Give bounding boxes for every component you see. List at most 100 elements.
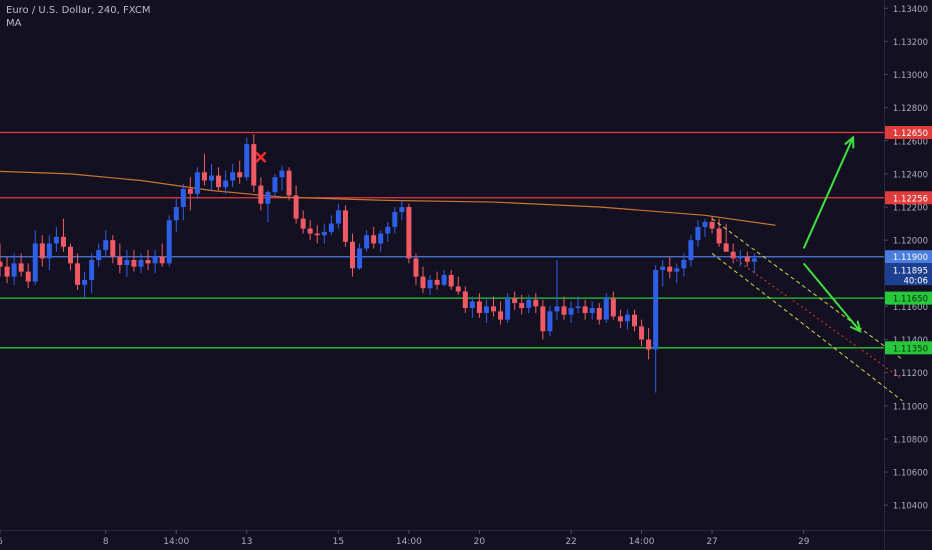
candle-body <box>702 221 708 227</box>
candle-body <box>272 177 278 193</box>
candle-body <box>187 188 193 194</box>
price-tag-current: 1.11900 <box>893 253 928 263</box>
candle-body <box>4 266 10 277</box>
moving-average-line <box>0 170 776 226</box>
candle-body <box>610 298 616 317</box>
x-tick-label: 13 <box>241 537 252 547</box>
candle-body <box>695 226 701 241</box>
x-tick-label: 14:00 <box>629 537 655 547</box>
candle-body <box>582 306 588 314</box>
y-tick-label: 1.12600 <box>893 137 928 147</box>
candle-body <box>223 180 229 188</box>
candle-body <box>244 144 250 178</box>
candle-body <box>60 236 66 247</box>
candle-body <box>413 258 419 277</box>
candle-body <box>152 256 158 264</box>
candle-body <box>547 311 553 332</box>
candle-body <box>378 233 384 244</box>
candle-body <box>39 243 45 259</box>
candle-body <box>589 308 595 314</box>
candle-body <box>124 260 130 265</box>
candle-body <box>512 298 518 304</box>
candle-body <box>342 210 348 242</box>
price-tag-support-bg <box>885 341 932 355</box>
candle-body <box>265 192 271 204</box>
candle-body <box>194 172 200 194</box>
countdown-bg <box>885 263 932 286</box>
channel-lower-line <box>711 253 903 402</box>
candle-body <box>32 243 38 282</box>
candle-body <box>737 256 743 259</box>
candle-body <box>103 240 109 251</box>
candle-body <box>519 303 525 309</box>
candle-body <box>540 306 546 332</box>
arrow-down <box>802 262 861 332</box>
candle-body <box>321 231 327 236</box>
y-tick-label: 1.12800 <box>893 104 928 114</box>
arrow-down-head <box>850 320 862 334</box>
price-tag-resistance: 1.12650 <box>893 129 928 139</box>
candle-body <box>476 301 482 314</box>
price-tag-resistance-bg <box>885 126 932 139</box>
candle-body <box>0 261 3 267</box>
candle-body <box>159 256 165 264</box>
candle-body <box>258 185 264 204</box>
candle-body <box>751 258 757 262</box>
candle-body <box>653 269 659 350</box>
channel-upper-line <box>711 218 903 360</box>
candle-body <box>251 144 257 186</box>
y-tick-label: 1.11600 <box>893 303 928 313</box>
y-tick-label: 1.13000 <box>893 71 928 81</box>
y-tick-label: 1.12200 <box>893 204 928 214</box>
price-tag-support: 1.11350 <box>893 344 928 354</box>
candle-body <box>505 298 511 320</box>
x-tick-label: 15 <box>333 537 344 547</box>
candle-body <box>11 263 17 277</box>
price-tag-current-bg <box>885 250 932 264</box>
candle-body <box>392 212 398 227</box>
candle-body <box>575 306 581 309</box>
candle-body <box>632 314 637 327</box>
candle-body <box>110 240 116 257</box>
candle-body <box>434 279 440 285</box>
candle-body <box>201 172 207 181</box>
price-tag-resistance: 1.12256 <box>893 194 928 204</box>
candle-body <box>554 306 560 312</box>
candle-body <box>455 286 461 292</box>
y-tick-label: 1.12000 <box>893 237 928 247</box>
candle-body <box>300 218 306 229</box>
candle-body <box>491 306 496 312</box>
candle-body <box>660 266 666 270</box>
candle-body <box>427 279 433 289</box>
candle-body <box>646 339 652 350</box>
candle-body <box>68 246 73 264</box>
y-tick-label: 1.13400 <box>893 5 928 15</box>
chart-legend: Euro / U.S. Dollar, 240, FXCM MA <box>6 4 151 30</box>
candle-body <box>25 271 31 282</box>
candle-body <box>624 314 630 322</box>
candle-body <box>441 274 447 285</box>
candle-body <box>603 298 609 320</box>
x-tick-label: 20 <box>474 537 486 547</box>
candle-body <box>307 228 313 234</box>
candle-body <box>462 291 468 309</box>
candle-body <box>709 221 715 229</box>
x-tick-label: 14:00 <box>163 537 189 547</box>
price-tag-support-bg <box>885 291 932 305</box>
indicator-label: MA <box>6 18 22 29</box>
candle-body <box>385 226 391 234</box>
candle-body <box>667 266 673 272</box>
candle-body <box>230 172 236 181</box>
candle-body <box>399 207 405 212</box>
candle-body <box>357 248 363 269</box>
candle-body <box>293 195 299 219</box>
y-tick-label: 1.11200 <box>893 369 928 379</box>
candle-body <box>561 306 567 315</box>
candle-body <box>237 172 243 178</box>
candle-body <box>681 260 687 269</box>
candle-body <box>617 316 623 322</box>
last-price-label: 1.11895 <box>893 267 928 277</box>
candle-body <box>53 236 59 244</box>
y-tick-label: 1.11000 <box>893 402 928 412</box>
